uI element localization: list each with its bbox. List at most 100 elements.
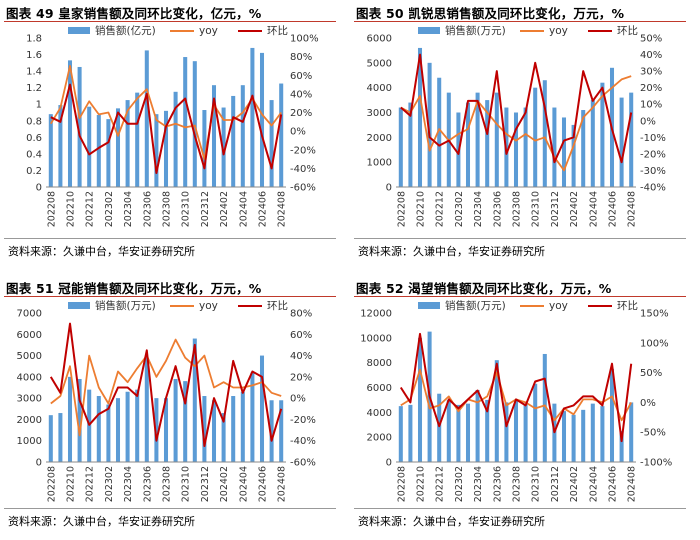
y-right-tick-label: 20% — [290, 108, 312, 119]
sales-bar — [475, 389, 480, 462]
sales-bar — [542, 80, 547, 187]
sales-bar — [192, 61, 197, 187]
y-right-tick-label: -10% — [640, 133, 666, 144]
sales-combo-chart: 销售额(万元) yoy 环比 0 1000 2000 3000 4000 5000 6000 -40… — [367, 24, 666, 227]
mom-line — [399, 332, 633, 443]
x-tick-label: 202310 — [181, 466, 192, 502]
x-tick-label: 202302 — [454, 466, 465, 502]
y-left-tick-label: 2000 — [367, 133, 392, 144]
sales-bar — [67, 60, 73, 187]
sales-bar — [408, 102, 413, 187]
y-right-tick-label: 100% — [290, 34, 319, 45]
sales-bar — [202, 110, 207, 187]
sales-bar — [250, 47, 255, 187]
sales-bar — [427, 62, 432, 188]
sales-bar — [106, 119, 111, 187]
y-left-tick-label: 10000 — [360, 333, 392, 344]
y-left-tick-label: 1 — [36, 100, 42, 111]
sales-bar — [211, 400, 217, 462]
x-tick-label: 202404 — [238, 191, 249, 227]
x-tick-label: 202408 — [277, 191, 288, 227]
x-tick-label: 202208 — [396, 191, 407, 227]
yoy-line — [400, 75, 632, 172]
title-rule — [4, 296, 336, 297]
mom-line — [49, 322, 283, 447]
sales-bar — [163, 110, 169, 187]
chart-panel-1: 图表 49 皇家销售额及同环比变化，亿元，% 销售额(亿元) yoy 环比 0 0.2 0… — [0, 0, 340, 265]
sales-bar — [571, 414, 576, 462]
sales-bar — [561, 411, 567, 462]
y-left-tick-label: 1000 — [17, 436, 42, 447]
x-tick-label: 202208 — [46, 191, 57, 227]
sales-bar — [523, 107, 528, 187]
chart-title: 图表 52 渴望销售额及同环比变化，万元，% — [356, 281, 612, 296]
y-right-tick-label: -40% — [290, 436, 316, 447]
x-tick-label: 202308 — [512, 466, 523, 502]
sales-bar — [619, 97, 624, 187]
sales-bar — [571, 124, 576, 187]
y-right-tick-label: 50% — [640, 34, 662, 45]
y-right-tick-label: -20% — [290, 145, 316, 156]
sales-bar — [561, 117, 567, 187]
x-tick-label: 202212 — [435, 466, 446, 502]
sales-bar — [58, 413, 63, 462]
sales-bar — [552, 107, 557, 187]
x-tick-label: 202304 — [473, 466, 484, 502]
sales-bar — [250, 372, 255, 462]
x-tick-label: 202408 — [277, 466, 288, 502]
sales-bar — [77, 378, 82, 462]
legend-label-mom: 环比 — [267, 24, 288, 37]
sales-bar — [465, 102, 471, 187]
y-right-tick-label: -20% — [640, 149, 666, 160]
x-tick-label: 202406 — [258, 466, 269, 502]
sales-bar — [590, 403, 595, 462]
legend-swatch-sales — [418, 302, 440, 309]
x-tick-label: 202212 — [85, 466, 96, 502]
sales-bar — [408, 404, 413, 462]
legend-swatch-sales — [68, 302, 90, 309]
sales-bar — [417, 337, 423, 462]
sales-bar — [144, 357, 149, 462]
sales-bar — [437, 77, 442, 187]
source-rule — [354, 508, 686, 509]
y-left-tick-label: 1.6 — [26, 50, 42, 61]
x-tick-label: 202312 — [200, 466, 211, 502]
sales-bar — [87, 389, 92, 462]
sales-bar — [629, 402, 634, 462]
sales-bar — [240, 85, 245, 187]
sales-bar — [154, 114, 159, 187]
chart-title: 图表 51 冠能销售额及同环比变化，万元，% — [6, 281, 262, 296]
y-right-tick-label: 0% — [640, 398, 656, 409]
sales-bar — [446, 399, 451, 462]
y-right-tick-label: 150% — [640, 309, 669, 320]
sales-bar — [144, 50, 149, 188]
source-rule — [354, 238, 686, 239]
source-rule — [4, 508, 336, 509]
sales-bar — [590, 100, 595, 187]
sales-bar — [465, 403, 471, 462]
sales-bar — [581, 110, 586, 187]
sales-bar — [513, 399, 519, 462]
sales-bar — [600, 82, 605, 187]
x-tick-label: 202406 — [608, 466, 619, 502]
x-tick-label: 202310 — [531, 466, 542, 502]
sales-bar — [202, 396, 207, 462]
y-left-tick-label: 1.2 — [26, 83, 42, 94]
y-left-tick-label: 1.4 — [26, 67, 42, 78]
x-tick-label: 202304 — [123, 191, 134, 227]
sales-bar — [231, 95, 236, 187]
legend-label-yoy: yoy — [549, 300, 568, 312]
y-left-tick-label: 1.8 — [26, 34, 42, 45]
y-left-tick-label: 7000 — [17, 309, 42, 320]
y-left-tick-label: 4000 — [367, 408, 392, 419]
sales-bar — [221, 413, 226, 462]
x-tick-label: 202310 — [181, 191, 192, 227]
y-right-tick-label: -40% — [290, 164, 316, 175]
sales-bar — [221, 107, 226, 187]
sales-bar — [211, 85, 217, 187]
y-left-tick-label: 2000 — [367, 433, 392, 444]
sales-bar — [504, 402, 509, 462]
y-right-tick-label: 30% — [640, 67, 662, 78]
chart-panel-3: 图表 51 冠能销售额及同环比变化，万元，% 销售额(万元) yoy 环比 0 1000… — [0, 275, 340, 540]
y-left-tick-label: 0.4 — [26, 149, 42, 160]
